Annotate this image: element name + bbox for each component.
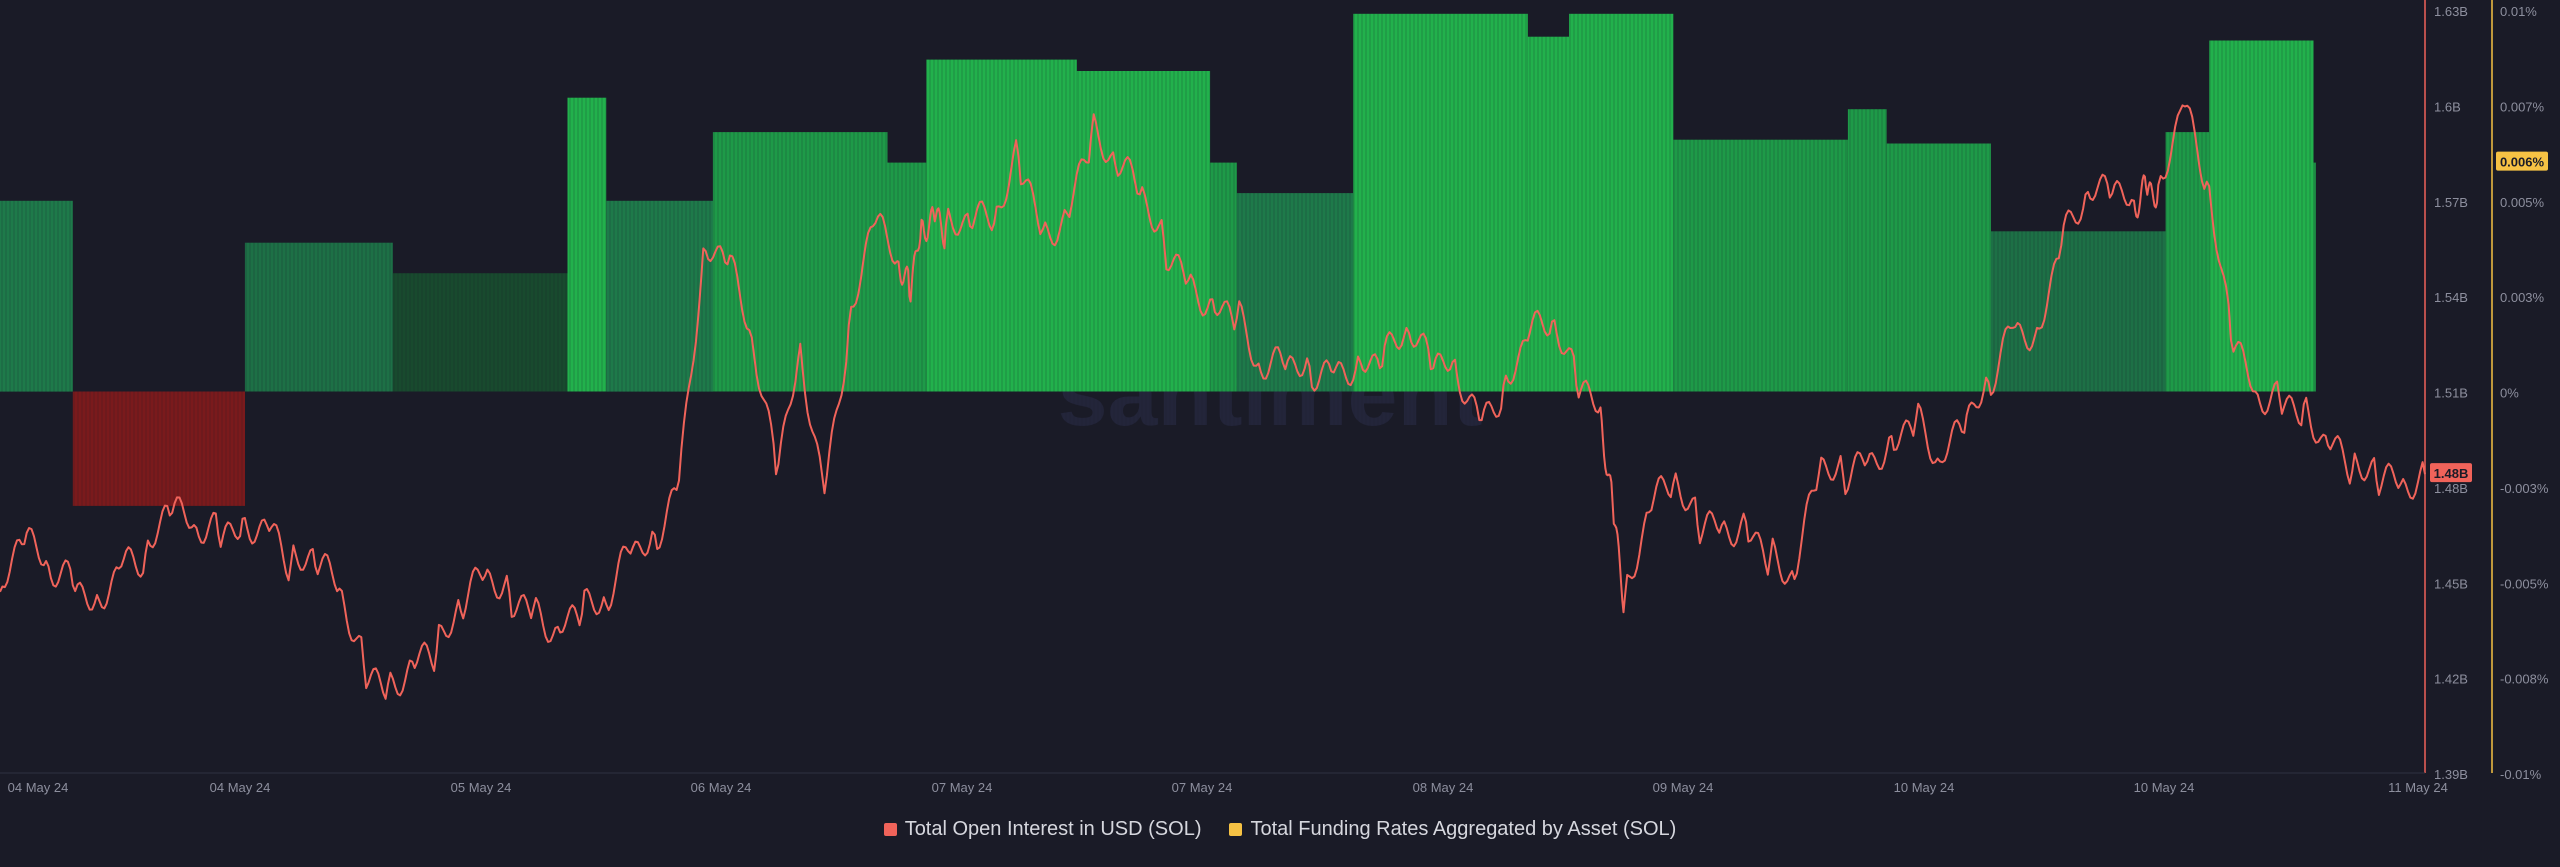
open-interest-tick-label: 1.42B (2434, 672, 2468, 687)
funding-rate-tick-label: -0.01% (2500, 767, 2542, 782)
funding-rate-tick-label: -0.008% (2500, 672, 2549, 687)
x-tick-label: 06 May 24 (691, 780, 752, 795)
open-interest-tick-label: 1.63B (2434, 4, 2468, 19)
funding-rate-bar[interactable] (72, 391, 245, 506)
x-tick-label: 11 May 24 (2388, 780, 2448, 795)
legend-swatch-open-interest (883, 823, 897, 836)
x-tick-label: 07 May 24 (1172, 780, 1233, 795)
open-interest-tick-label: 1.51B (2434, 386, 2468, 401)
funding-rate-bar[interactable] (244, 242, 393, 392)
funding-rate-current-label: 0.006% (2500, 155, 2545, 170)
funding-rate-tick-label: -0.003% (2500, 481, 2549, 496)
x-tick-label: 04 May 24 (210, 780, 271, 795)
open-interest-tick-label: 1.6B (2434, 99, 2461, 114)
funding-rate-bar[interactable] (1527, 36, 1569, 392)
funding-rate-bar[interactable] (1210, 162, 1237, 392)
funding-rate-tick-label: 0% (2500, 386, 2519, 401)
open-interest-tick-label: 1.39B (2434, 767, 2468, 782)
open-interest-tick-label: 1.54B (2434, 290, 2468, 305)
funding-rate-bars (0, 10, 2316, 773)
funding-rate-tick-label: -0.005% (2500, 576, 2549, 591)
legend-item-open-interest[interactable]: Total Open Interest in USD (SOL) (883, 818, 1202, 841)
funding-rate-current-badge (2496, 151, 2548, 171)
open-interest-series-line[interactable] (0, 104, 2426, 700)
funding-rate-bar[interactable] (392, 273, 568, 392)
x-tick-label: 05 May 24 (451, 780, 512, 795)
funding-rate-tick-label: 0.007% (2500, 99, 2545, 114)
open-interest-current-label: 1.48B (2434, 466, 2469, 481)
funding-rate-bar[interactable] (1990, 231, 2166, 392)
funding-rate-bar[interactable] (2313, 162, 2316, 392)
x-tick-label: 10 May 24 (1894, 780, 1955, 795)
funding-rate-bar[interactable] (567, 97, 607, 392)
open-interest-tick-label: 1.48B (2434, 481, 2468, 496)
funding-rate-bar[interactable] (606, 200, 713, 392)
open-interest-current-badge (2430, 463, 2472, 483)
funding-rate-bar[interactable] (2165, 132, 2210, 392)
x-tick-label: 10 May 24 (2134, 780, 2195, 795)
funding-rate-bar[interactable] (887, 162, 927, 392)
bar-stripes (1, 10, 2315, 773)
legend-label-funding-rate: Total Funding Rates Aggregated by Asset … (1250, 818, 1677, 840)
open-interest-tick-label: 1.45B (2434, 576, 2468, 591)
funding-rate-bar[interactable] (1236, 193, 1354, 392)
x-tick-label: 07 May 24 (932, 780, 993, 795)
funding-rate-bar[interactable] (1569, 13, 1674, 392)
open-interest-tick-label: 1.57B (2434, 195, 2468, 210)
funding-rate-bar[interactable] (1076, 71, 1211, 392)
x-tick-label: 04 May 24 (8, 780, 69, 795)
legend: Total Open Interest in USD (SOL) Total F… (0, 818, 2560, 841)
open-interest-line (0, 104, 2426, 700)
legend-swatch-funding-rate (1229, 823, 1243, 836)
funding-rate-bar[interactable] (1673, 139, 1848, 392)
funding-rate-tick-label: 0.005% (2500, 195, 2545, 210)
funding-rate-bar[interactable] (1847, 109, 1887, 392)
legend-label-open-interest: Total Open Interest in USD (SOL) (904, 818, 1202, 840)
funding-rate-bar[interactable] (0, 200, 73, 392)
funding-rate-bar[interactable] (1353, 13, 1528, 392)
x-tick-label: 08 May 24 (1413, 780, 1474, 795)
funding-rate-bar[interactable] (2209, 40, 2314, 392)
legend-item-funding-rate[interactable]: Total Funding Rates Aggregated by Asset … (1229, 818, 1676, 841)
funding-rate-tick-label: 0.01% (2500, 4, 2537, 19)
funding-rate-bar[interactable] (1886, 143, 1991, 392)
funding-rate-tick-label: 0.003% (2500, 290, 2545, 305)
x-tick-label: 09 May 24 (1653, 780, 1714, 795)
